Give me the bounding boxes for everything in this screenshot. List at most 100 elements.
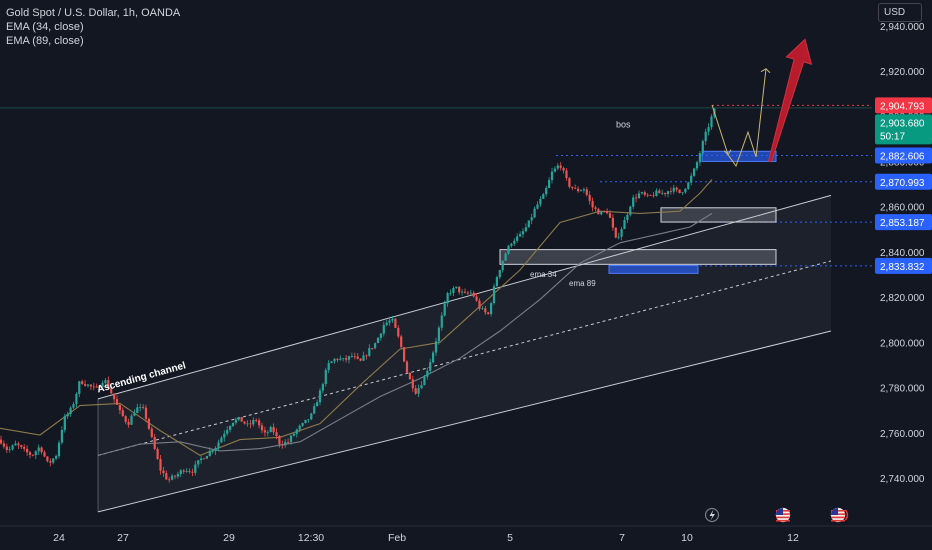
x-tick-label: 12:30	[298, 532, 324, 544]
candle-body	[339, 358, 342, 360]
candle-body	[110, 388, 113, 394]
projection[interactable]	[711, 38, 813, 168]
candle-body	[165, 473, 168, 480]
y-tick-label: 2,760.000	[880, 429, 925, 440]
candle-body	[426, 370, 429, 377]
candle-body	[376, 337, 380, 343]
candle-body	[620, 229, 623, 237]
candle-body	[446, 293, 449, 304]
price-labels: 2,904.793 2,903.680 50:17 2,882.606 2,870.99…	[875, 97, 932, 274]
event-icons	[704, 507, 849, 523]
candle-body	[394, 318, 397, 328]
candle-body	[519, 234, 522, 237]
lightning-icon	[709, 509, 715, 521]
candle-body	[28, 452, 32, 455]
zone-grey	[660, 207, 777, 223]
candle-body	[185, 471, 188, 472]
candle-body	[556, 165, 559, 169]
candle-body	[272, 427, 275, 433]
candle-body	[318, 390, 322, 403]
price-axis[interactable]: 2,740.000 2,760.000 2,780.000 2,800.000 2,82…	[872, 0, 932, 550]
currency-button[interactable]: USD	[878, 3, 922, 22]
candle-body	[675, 187, 678, 190]
candle-body	[46, 456, 49, 462]
candle-body	[298, 425, 301, 430]
candle-body	[347, 356, 351, 360]
x-tick-label: 24	[53, 532, 65, 544]
candle-body	[95, 386, 98, 388]
candle-body	[495, 277, 498, 287]
candle-body	[115, 399, 119, 405]
candle-body	[617, 236, 620, 238]
candle-body	[208, 451, 211, 456]
candle-body	[246, 423, 249, 425]
candle-body	[356, 356, 359, 359]
candle-body	[600, 211, 603, 215]
candle-body	[672, 187, 675, 192]
candle-body	[92, 386, 95, 388]
candle-body	[127, 421, 130, 425]
candle-body	[681, 192, 684, 194]
candle-body	[252, 420, 255, 425]
candle-body	[466, 292, 469, 294]
zone-grey	[499, 249, 777, 265]
candle-body	[333, 358, 336, 362]
candle-body	[707, 127, 710, 132]
candle-body	[260, 425, 264, 431]
candle-body	[611, 217, 614, 228]
symbol-title[interactable]: Gold Spot / U.S. Dollar, 1h, OANDA	[6, 7, 181, 19]
candle-body	[492, 286, 496, 304]
candle-body	[43, 452, 46, 457]
candle-body	[237, 417, 240, 420]
candle-body	[504, 253, 507, 261]
level-price-value: 2,833.832	[880, 262, 925, 273]
ema-line-89	[97, 212, 713, 456]
candle-body	[710, 116, 713, 128]
y-tick-label: 2,800.000	[880, 338, 925, 349]
candle-body	[652, 195, 655, 197]
ascending-channel[interactable]	[97, 194, 832, 513]
candle-body	[40, 447, 43, 453]
candle-body	[481, 308, 484, 310]
candle-body	[197, 460, 200, 465]
candle-body	[582, 189, 585, 191]
candle-body	[231, 422, 235, 426]
candle-body	[379, 333, 382, 338]
candle-body	[284, 441, 287, 446]
candle-body	[690, 175, 693, 183]
us-flag-icon-stacked[interactable]	[830, 507, 849, 523]
time-axis[interactable]: 24 27 29 12:30 Feb 5 7 10 12	[0, 525, 932, 544]
x-tick-label: 5	[507, 532, 513, 544]
candle-body	[403, 347, 406, 362]
candle-body	[472, 292, 475, 297]
candle-body	[217, 442, 220, 448]
candle-body	[568, 178, 571, 187]
us-flag-icon[interactable]	[775, 507, 791, 523]
flash-icon[interactable]	[704, 507, 720, 523]
ema-34-legend[interactable]: EMA (34, close)	[6, 21, 84, 33]
candle-body	[81, 381, 84, 385]
candle-body	[353, 356, 356, 357]
candle-body	[287, 441, 290, 443]
candle-body	[330, 361, 333, 363]
candle-body	[417, 388, 420, 394]
candle-body	[614, 227, 617, 238]
candle-body	[458, 286, 461, 293]
candle-body	[255, 420, 258, 421]
candle-body	[661, 192, 664, 194]
channel-upper-line	[97, 194, 832, 400]
candle-body	[408, 372, 411, 380]
candle-body	[168, 479, 171, 481]
ema-89-legend[interactable]: EMA (89, close)	[6, 35, 84, 47]
candle-body	[8, 449, 11, 450]
candle-body	[545, 188, 548, 195]
ema-89-label: ema 89	[569, 279, 596, 288]
candle-body	[429, 362, 432, 371]
candle-body	[414, 388, 417, 394]
candle-body	[649, 195, 652, 196]
candle-body	[66, 413, 69, 417]
candle-body	[202, 458, 206, 460]
candle-body	[536, 204, 539, 209]
candle-body	[37, 447, 40, 452]
